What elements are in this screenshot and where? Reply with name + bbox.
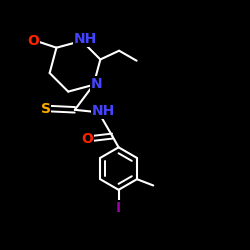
Text: I: I	[116, 201, 121, 215]
Text: N: N	[91, 77, 102, 91]
Text: O: O	[81, 132, 93, 145]
Text: O: O	[27, 34, 39, 48]
Text: NH: NH	[92, 104, 115, 118]
Text: S: S	[40, 102, 50, 116]
Text: NH: NH	[74, 32, 97, 46]
